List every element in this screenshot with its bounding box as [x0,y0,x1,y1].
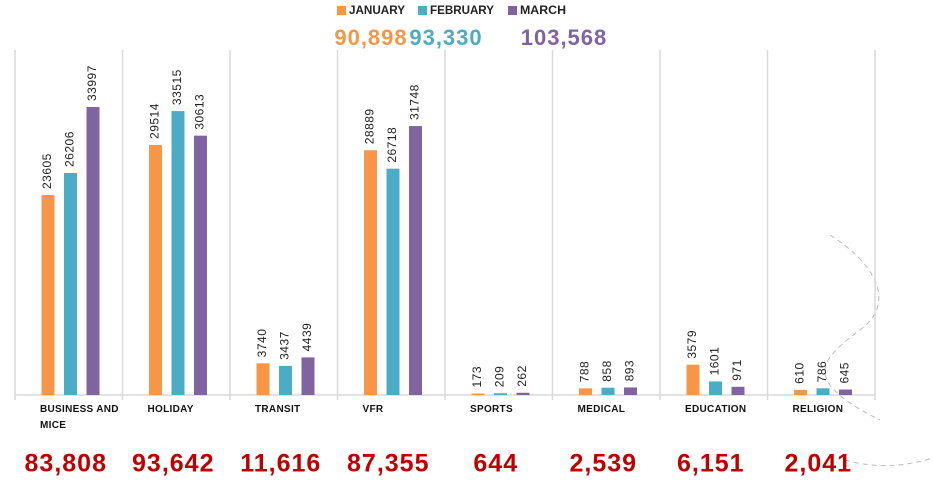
bar [839,390,852,395]
category-total: 87,355 [347,450,429,478]
bar [624,387,637,395]
bar [149,145,162,395]
bar [42,195,55,395]
bar [794,390,807,395]
category-total: 83,808 [25,450,107,478]
page: JANUARY 90,898 FEBRUARY 93,330 MARCH 103,568 2… [0,0,933,481]
bar [602,388,615,395]
data-label: 610 [793,362,807,384]
bar [87,107,100,395]
category-label: SPORTS [470,402,560,418]
data-label: 1601 [708,347,722,376]
category-total: 11,616 [240,450,321,478]
data-label: 788 [578,361,592,383]
data-label: 3437 [278,331,292,360]
series-total: 103,568 [521,25,608,50]
category-label: MEDICAL [578,402,668,418]
data-label: 971 [730,359,744,381]
legend-label: FEBRUARY [430,3,494,17]
data-label: 33515 [170,69,184,105]
data-label: 23605 [40,153,54,189]
data-label: 3740 [255,329,269,358]
legend-swatch [508,6,517,15]
category-label: RELIGION [793,402,883,418]
data-label: 786 [815,361,829,383]
category-total: 644 [473,450,518,478]
bar [709,381,722,395]
data-label: 26206 [63,131,77,167]
category-total: 93,642 [132,450,214,478]
bar [194,136,207,395]
category-total: 6,151 [677,450,745,478]
decoration [825,235,880,420]
data-label: 3579 [685,330,699,359]
category-total: 2,041 [784,450,852,478]
bar [472,394,485,395]
data-label: 209 [493,366,507,388]
category-label: EDUCATION [685,402,775,418]
category-total: 2,539 [569,450,637,478]
series-total: 93,330 [409,25,482,50]
category-label: BUSINESS AND MICE [40,402,130,434]
legend-swatch [337,6,346,15]
legend-label: JANUARY [349,3,405,17]
bar [517,393,530,395]
bar [817,388,830,395]
data-label: 31748 [408,84,422,120]
decoration [845,458,933,466]
bar [172,111,185,395]
bar [257,363,270,395]
data-label: 645 [838,362,852,384]
data-label: 858 [600,360,614,382]
data-label: 28889 [363,108,377,144]
bar [732,387,745,395]
bar [687,365,700,395]
legend-label: MARCH [520,3,566,17]
bar [579,388,592,395]
data-label: 4439 [300,323,314,352]
category-label: VFR [363,402,453,418]
bar [364,150,377,395]
bar [494,393,507,395]
data-label: 893 [623,360,637,382]
data-label: 26718 [385,127,399,163]
category-label: TRANSIT [255,402,345,418]
series-total: 90,898 [334,25,407,50]
bar [64,173,77,395]
data-label: 30613 [193,94,207,130]
bar [387,169,400,395]
data-label: 173 [470,366,484,388]
legend-swatch [418,6,427,15]
bar [409,126,422,395]
data-label: 262 [515,365,529,387]
data-label: 29514 [148,103,162,139]
category-label: HOLIDAY [148,402,238,418]
data-label: 33997 [85,65,99,101]
bar [279,366,292,395]
bar [302,357,315,395]
